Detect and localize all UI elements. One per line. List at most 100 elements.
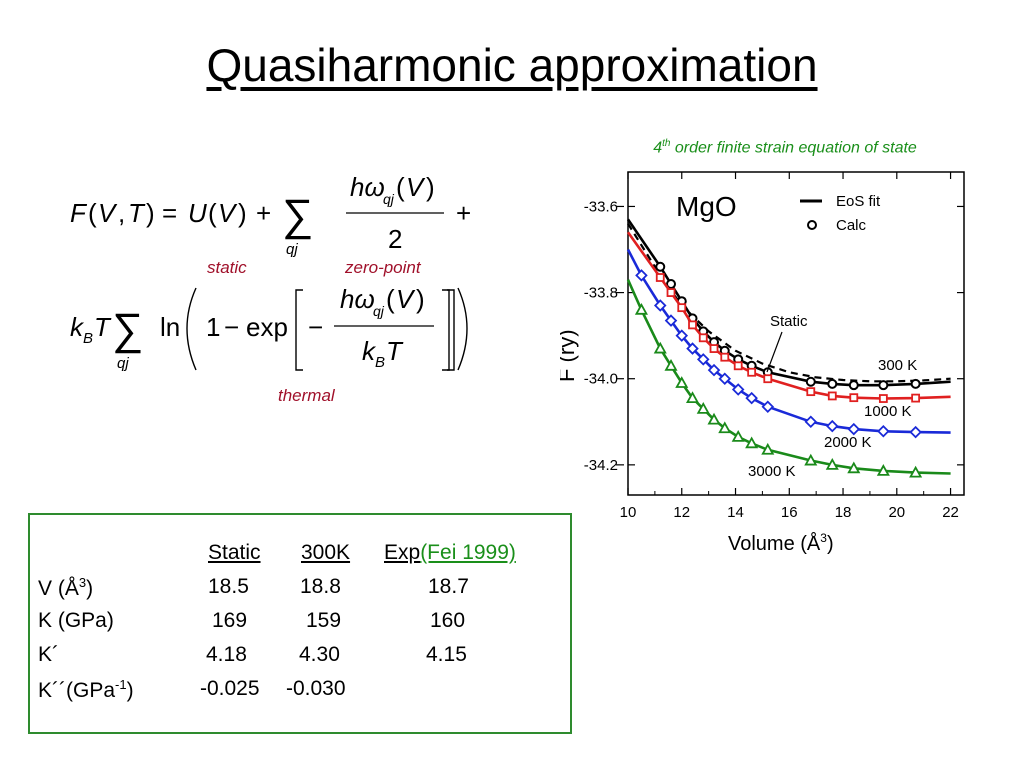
svg-text:∑: ∑ — [282, 191, 313, 240]
data-point — [709, 344, 719, 353]
data-point — [634, 302, 648, 315]
x-axis-label-main: Volume (Å — [728, 532, 821, 555]
data-point — [745, 436, 759, 449]
header-exp: Exp(Fei 1999) — [384, 541, 516, 565]
row-label-bulk-modulus: K (GPa) — [38, 609, 114, 632]
svg-text:qj: qj — [117, 355, 129, 372]
svg-text:(: ( — [208, 198, 217, 228]
svg-text:V: V — [218, 198, 238, 228]
data-point — [848, 380, 859, 391]
data-point — [876, 464, 890, 476]
x-axis-label-sup: 3 — [820, 531, 827, 545]
data-point — [805, 376, 816, 387]
data-point — [827, 378, 838, 389]
data-point — [707, 363, 721, 377]
figure-caption: 4th order finite strain equation of stat… — [570, 138, 1000, 157]
x-tick-label: 22 — [942, 504, 959, 521]
x-tick-label: 14 — [727, 504, 744, 521]
svg-text:k: k — [70, 312, 85, 342]
svg-text:qj: qj — [373, 303, 385, 319]
svg-text:B: B — [83, 330, 93, 347]
data-point — [910, 378, 921, 389]
cell-kp-exp: 4.15 — [426, 643, 467, 666]
annotation-3000k: 3000 K — [748, 463, 796, 480]
data-point — [847, 422, 861, 436]
cell-kdp-static: -0.025 — [200, 677, 260, 700]
data-point — [677, 303, 687, 313]
caption-order-suffix: th — [662, 138, 671, 149]
svg-text:exp: exp — [246, 312, 288, 342]
data-point — [688, 320, 697, 330]
data-point — [686, 342, 699, 355]
data-point — [877, 424, 890, 438]
header-300k: 300K — [301, 541, 351, 564]
data-point — [878, 394, 888, 403]
y-tick-label: -34.0 — [584, 371, 618, 388]
y-tick-label: -34.2 — [584, 457, 618, 474]
svg-text:−: − — [308, 312, 323, 342]
svg-text:2: 2 — [388, 224, 402, 254]
data-point — [761, 442, 775, 455]
y-tick-label: -33.6 — [584, 198, 618, 215]
caption-text: order finite strain equation of state — [670, 139, 917, 157]
svg-text:(: ( — [386, 284, 395, 314]
data-point — [675, 376, 689, 388]
data-point — [696, 353, 710, 366]
cell-k-static: 169 — [212, 609, 248, 632]
thermal-term-label: thermal — [278, 386, 335, 405]
svg-text:qj: qj — [286, 241, 298, 258]
cell-k-300k: 159 — [306, 609, 342, 632]
data-point — [731, 383, 745, 396]
svg-text:T: T — [128, 198, 146, 228]
svg-text:−: − — [224, 312, 239, 342]
x-tick-label: 18 — [835, 504, 852, 521]
data-point — [685, 391, 700, 404]
data-point — [806, 387, 816, 397]
svg-text:1: 1 — [206, 312, 220, 342]
cell-volume-static: 18.5 — [208, 575, 249, 598]
svg-text:T: T — [386, 336, 404, 366]
data-point — [826, 419, 839, 433]
data-point — [733, 361, 743, 371]
header-exp-label: Exp — [384, 541, 421, 564]
row-label-volume-sup: 3 — [78, 575, 87, 590]
row-label-volume: V (Å3) — [38, 575, 93, 601]
row-label-volume-end: ) — [86, 577, 94, 600]
svg-text:T: T — [94, 312, 112, 342]
data-point — [731, 430, 745, 442]
legend-calc: Calc — [836, 217, 867, 234]
x-tick-label: 12 — [673, 504, 690, 521]
svg-text:hω: hω — [340, 284, 375, 314]
x-tick-label: 20 — [888, 504, 905, 521]
data-point — [804, 453, 818, 466]
svg-text:∑: ∑ — [112, 305, 143, 354]
annotation-1000k: 1000 K — [864, 403, 912, 420]
data-point — [664, 358, 678, 371]
data-point — [849, 393, 859, 403]
plot-frame — [627, 171, 965, 496]
svg-text:hω: hω — [350, 172, 385, 202]
data-point — [718, 421, 732, 434]
svg-text:ln: ln — [160, 312, 180, 342]
cell-volume-exp: 18.7 — [428, 575, 469, 598]
static-term-label: static — [207, 258, 247, 277]
header-exp-reference: (Fei 1999) — [420, 541, 516, 564]
cell-kdp-300k: -0.030 — [286, 677, 346, 700]
svg-text:V: V — [98, 198, 118, 228]
svg-text:,: , — [118, 198, 125, 228]
data-point — [655, 261, 666, 272]
data-point — [666, 288, 676, 297]
data-point — [653, 299, 667, 312]
svg-text:qj: qj — [383, 191, 395, 207]
svg-text:V: V — [396, 284, 416, 314]
data-point — [664, 314, 678, 327]
data-point — [763, 374, 773, 384]
svg-text:): ) — [416, 284, 425, 314]
free-energy-chart: 10 12 14 16 18 20 22 -33.6 -33.8 -34.0 -34.2 MgO E… — [560, 171, 965, 555]
slide-title: Quasiharmonic approximation — [206, 39, 818, 91]
data-point — [635, 269, 648, 282]
svg-text:): ) — [426, 172, 435, 202]
data-point — [707, 412, 721, 425]
data-point — [675, 329, 689, 342]
data-point — [745, 391, 758, 405]
